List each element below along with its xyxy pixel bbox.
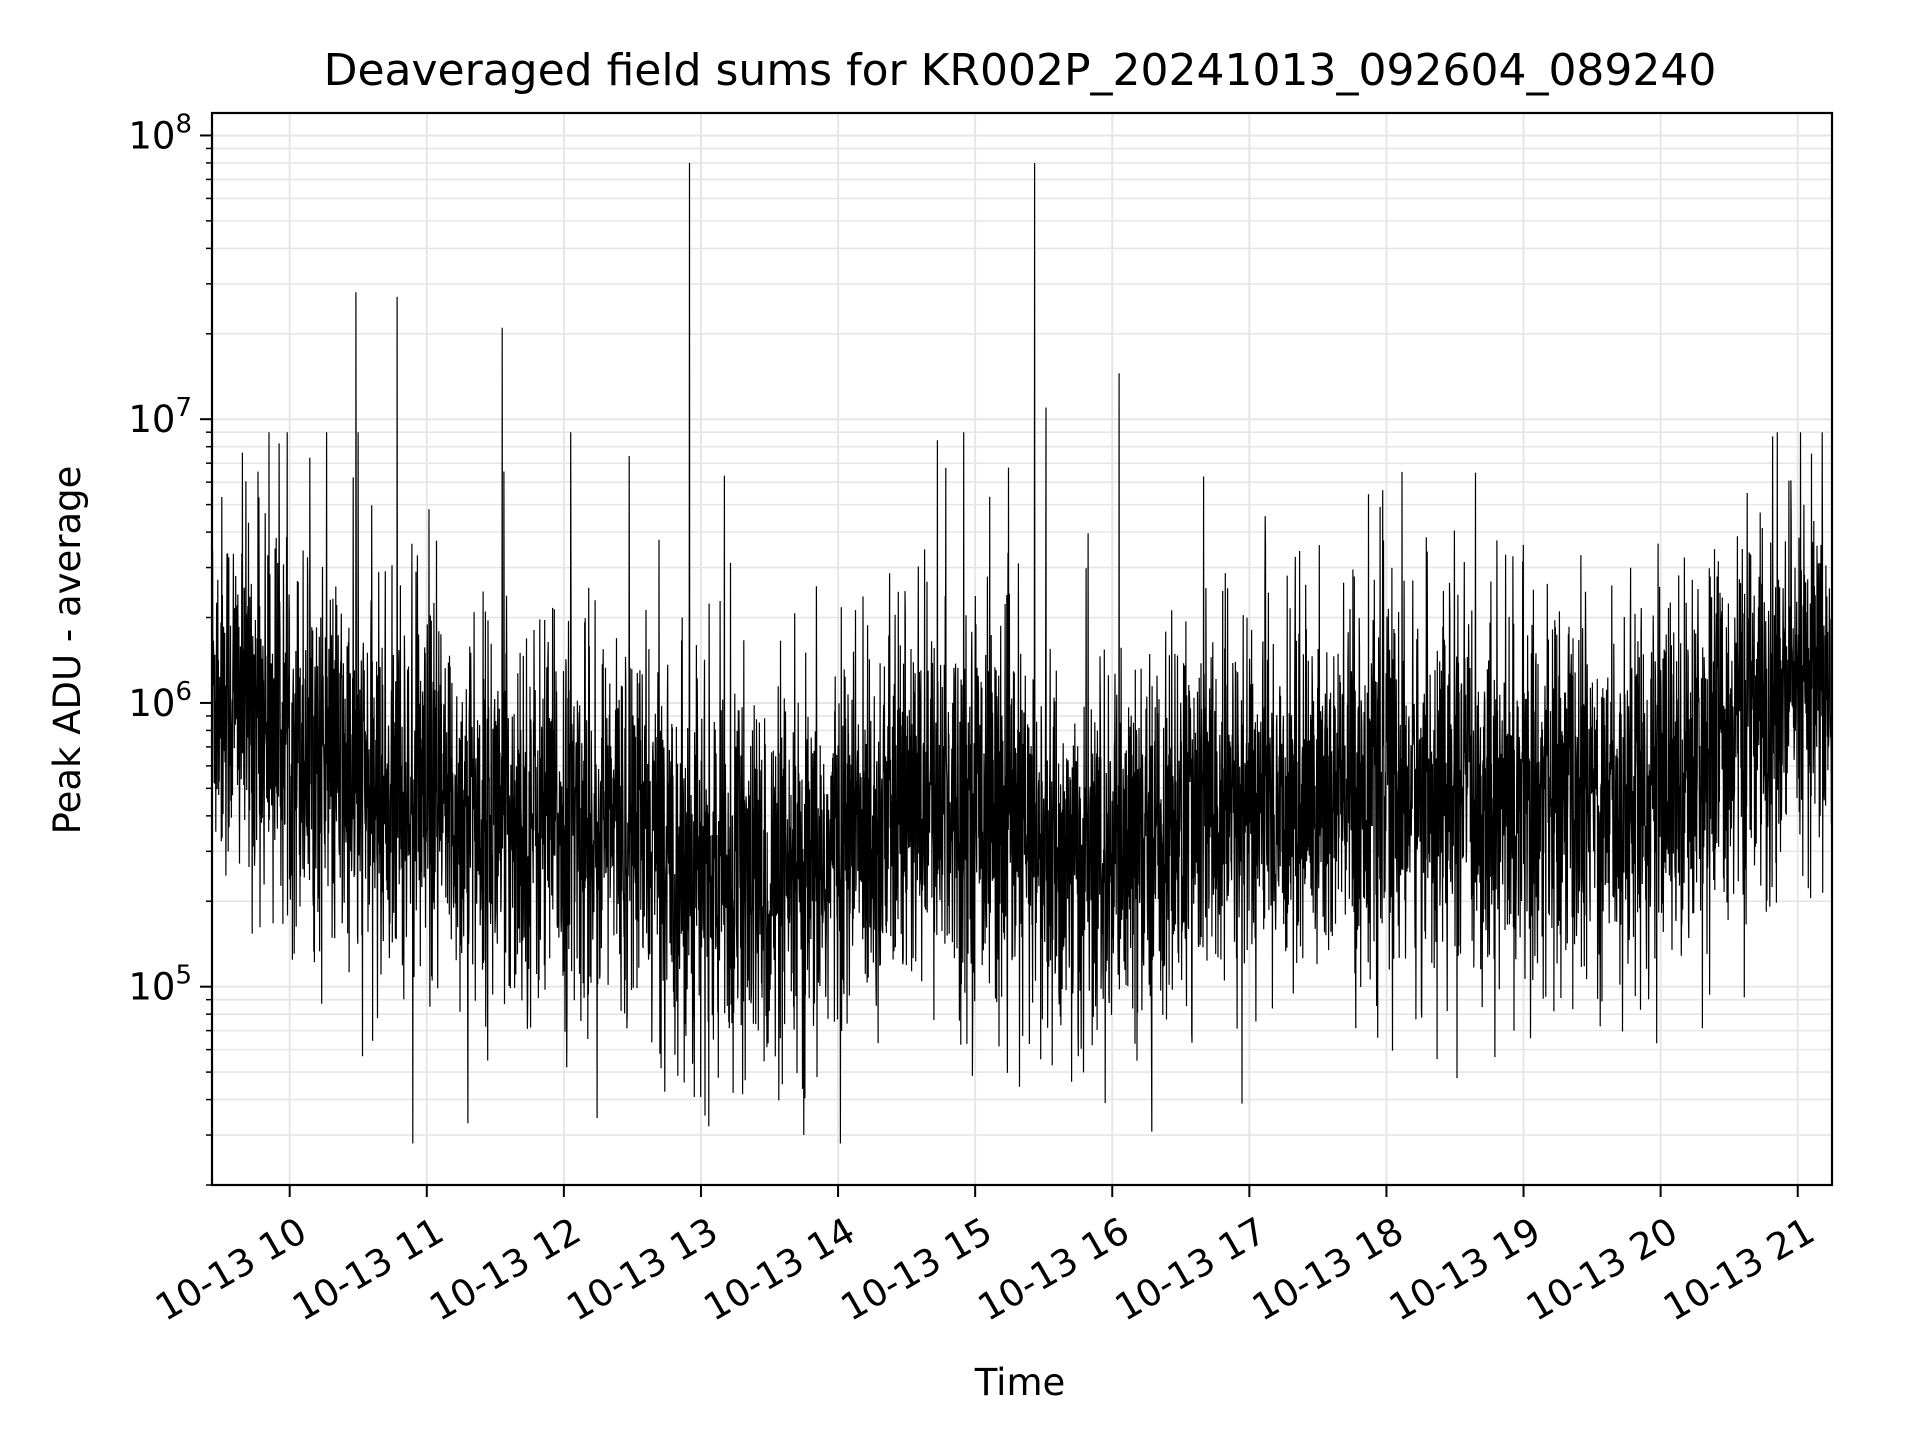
y-tick-label: 105 [128,961,192,1009]
series-line [212,162,1832,1144]
y-tick-label: 107 [128,393,192,441]
series-path [212,162,1832,1144]
x-axis-label: Time [974,1361,1066,1404]
chart-title: Deaveraged field sums for KR002P_2024101… [324,45,1717,96]
y-axis-ticks: 105 106 107 108 [128,109,212,1186]
y-tick-label: 108 [128,109,192,157]
plot-frame [210,111,1834,1187]
y-axis-label: Peak ADU - average [46,466,89,835]
y-tick-label: 106 [128,677,192,725]
